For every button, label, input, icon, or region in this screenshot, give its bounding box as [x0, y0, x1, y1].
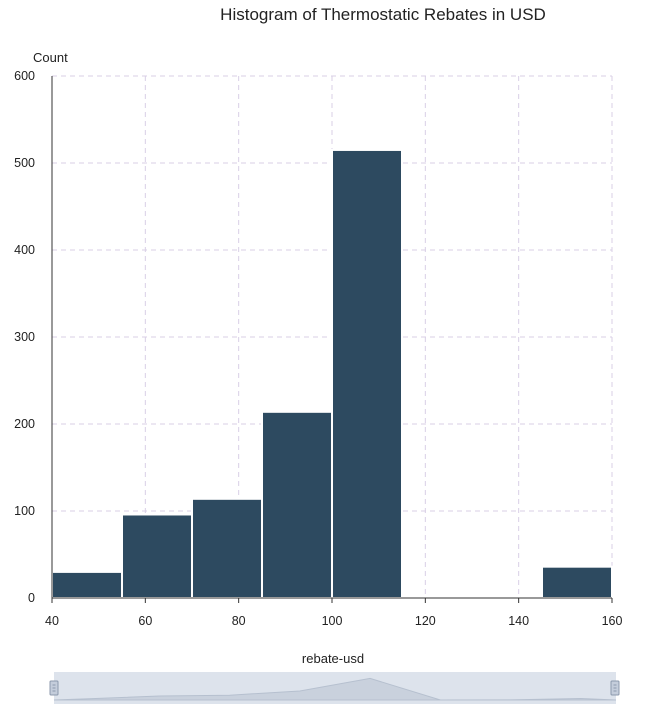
chart-title: Histogram of Thermostatic Rebates in USD	[220, 5, 546, 24]
y-tick-label: 500	[14, 156, 35, 170]
x-tick-label: 100	[322, 614, 343, 628]
histogram-bar[interactable]	[51, 570, 123, 600]
y-tick-label: 0	[28, 591, 35, 605]
slider-handle-left[interactable]	[49, 680, 59, 696]
histogram-bar[interactable]	[191, 497, 263, 600]
y-tick-label: 300	[14, 330, 35, 344]
y-tick-label: 400	[14, 243, 35, 257]
x-tick-label: 120	[415, 614, 436, 628]
y-tick-label: 100	[14, 504, 35, 518]
histogram-bar[interactable]	[541, 565, 613, 599]
x-axis-label: rebate-usd	[302, 651, 364, 666]
histogram-bar[interactable]	[261, 410, 333, 599]
histogram-bar[interactable]	[121, 513, 193, 599]
bars	[51, 148, 613, 600]
x-tick-label: 80	[232, 614, 246, 628]
y-axis-label: Count	[33, 50, 68, 65]
axes: 0 100 200 300 400 500 600 40 60 80 100 120 140 160	[14, 69, 622, 628]
y-tick-label: 200	[14, 417, 35, 431]
x-tick-label: 160	[602, 614, 623, 628]
x-tick-label: 140	[508, 614, 529, 628]
x-tick-label: 60	[138, 614, 152, 628]
x-tick-label: 40	[45, 614, 59, 628]
y-tick-label: 600	[14, 69, 35, 83]
histogram-bar[interactable]	[331, 148, 403, 599]
slider-preview-area	[53, 677, 617, 701]
range-slider[interactable]	[49, 672, 620, 704]
slider-handle-right[interactable]	[610, 680, 620, 696]
